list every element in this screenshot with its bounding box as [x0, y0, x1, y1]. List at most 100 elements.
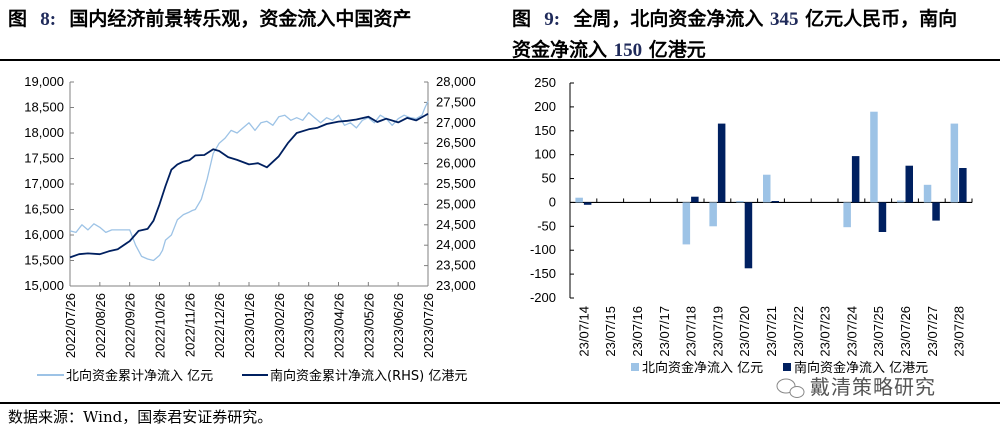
wechat-bubble-small	[789, 386, 805, 398]
x-tick-label: 23/07/23	[818, 306, 833, 357]
wechat-icon	[776, 378, 805, 398]
figure-8-title-text: 国内经济前景转乐观，资金流入中国资产	[69, 8, 412, 30]
north-bound-cumulative-line	[69, 101, 429, 262]
right-y-tick-label: 23,000	[436, 278, 476, 293]
south-bar-23-07-19	[717, 123, 726, 203]
south-bar-23-07-28	[959, 168, 967, 203]
x-tick-label: 23/07/26	[898, 306, 913, 357]
x-tick-label: 23/07/25	[871, 306, 886, 357]
x-tick-label: 2023/03/26	[302, 293, 317, 358]
left-y-tick-label: 18,500	[24, 100, 64, 115]
y-tick-label: 150	[534, 123, 556, 138]
right-y-tick-label: 26,500	[436, 135, 476, 150]
north-bar-23-07-25	[870, 111, 878, 203]
x-tick-label: 23/07/24	[844, 306, 859, 357]
data-source-note: 数据来源：Wind，国泰君安证券研究。	[8, 408, 273, 426]
north-bar-23-07-14	[575, 197, 583, 203]
x-tick-label: 23/07/17	[657, 306, 672, 357]
y-tick-label: 100	[534, 147, 556, 162]
south-bar-23-07-25	[878, 202, 887, 232]
x-tick-label: 23/07/14	[576, 306, 591, 357]
legend-south-label: 南向资金净流入 亿港元	[794, 360, 928, 376]
figure-8-title: 图 8: 国内经济前景转乐观，资金流入中国资产	[8, 4, 488, 35]
y-tick-label: -200	[530, 290, 556, 305]
south-bound-cumulative-line	[69, 113, 429, 259]
figure-9-title-text-d: 亿港元	[648, 39, 706, 61]
x-tick-label: 2022/08/26	[93, 293, 108, 358]
x-tick-label: 23/07/21	[764, 306, 779, 357]
watermark-text: 戴清策略研究	[810, 375, 936, 399]
legend-north-label: 北向资金净流入 亿元	[642, 360, 763, 376]
daily-net-flow-bar-chart: 250 200 150 100 50 0 -50 -100 -150 -200 23/07/14 23…	[530, 75, 973, 398]
figure-9-south-total: 150	[613, 40, 643, 61]
south-bar-23-07-18	[691, 196, 699, 203]
right-y-tick-label: 28,000	[436, 74, 476, 89]
figure-9-number: 9:	[544, 9, 561, 30]
x-tick-label: 23/07/20	[737, 306, 752, 357]
x-tick-label: 23/07/18	[684, 306, 699, 357]
x-tick-label: 2023/07/26	[421, 293, 436, 358]
north-bar-23-07-26	[897, 200, 905, 203]
right-y-tick-label: 25,500	[436, 176, 476, 191]
south-bar-23-07-26	[905, 165, 913, 203]
figure-9-title-text-c: 资金净流入	[512, 39, 608, 61]
left-y-tick-label: 19,000	[24, 74, 64, 89]
figure-9-title: 图 9: 全周，北向资金净流入 345 亿元人民币，南向 资金净流入 150 亿…	[512, 4, 1000, 66]
right-y-tick-label: 25,000	[436, 196, 476, 211]
x-tick-label: 2023/01/26	[242, 293, 257, 358]
left-y-tick-label: 18,000	[24, 125, 64, 140]
x-tick-label: 2023/02/26	[272, 293, 287, 358]
y-tick-label: -100	[530, 242, 556, 257]
figure-9-title-text-a: 全周，北向资金净流入	[573, 8, 764, 30]
right-y-tick-label: 27,500	[436, 94, 476, 109]
x-tick-label: 23/07/27	[925, 306, 940, 357]
legend-north-swatch	[631, 363, 639, 371]
south-bar-23-07-27	[932, 202, 940, 221]
north-bar-23-07-21	[763, 174, 771, 203]
legend-north-label: 北向资金累计净流入 亿元	[66, 368, 213, 384]
y-tick-label: -150	[530, 266, 556, 281]
right-y-tick-label: 26,000	[436, 156, 476, 171]
left-y-tick-label: 16,500	[24, 202, 64, 217]
x-tick-label: 2022/09/26	[123, 293, 138, 358]
y-tick-label: 200	[534, 99, 556, 114]
south-bar-23-07-14	[583, 202, 592, 205]
x-tick-label: 2023/05/26	[361, 293, 376, 358]
figure-9-title-text-b: 亿元人民币，南向	[805, 8, 958, 30]
left-y-tick-label: 15,500	[24, 253, 64, 268]
north-bar-23-07-18	[682, 202, 691, 245]
south-bar-23-07-24	[851, 156, 860, 203]
cumulative-flow-line-chart: 15,000 15,500 16,000 16,500 17,000 17,500 18,0…	[24, 74, 476, 384]
figure-9-prefix: 图	[512, 8, 532, 30]
left-y-tick-label: 16,000	[24, 227, 64, 242]
x-tick-label: 2022/12/26	[212, 293, 227, 358]
x-tick-label: 23/07/19	[710, 306, 725, 357]
north-bar-23-07-24	[843, 202, 851, 228]
right-y-tick-label: 23,500	[436, 258, 476, 273]
x-tick-label: 23/07/15	[603, 306, 618, 357]
y-tick-label: 250	[534, 75, 556, 90]
figure-8-prefix: 图	[8, 8, 28, 30]
title-divider	[0, 59, 1000, 61]
north-bar-23-07-27	[923, 184, 932, 203]
wechat-bubble-large	[776, 378, 796, 394]
x-tick-label: 23/07/22	[791, 306, 806, 357]
north-bar-23-07-19	[709, 202, 717, 227]
right-y-tick-label: 24,000	[436, 237, 476, 252]
left-y-tick-label: 17,000	[24, 176, 64, 191]
south-bar-23-07-21	[771, 201, 779, 203]
right-y-tick-label: 24,500	[436, 217, 476, 232]
source-divider	[0, 402, 1000, 404]
left-y-tick-label: 17,500	[24, 151, 64, 166]
north-bar-23-07-28	[950, 123, 959, 203]
x-tick-label: 23/07/28	[952, 306, 967, 357]
x-tick-label: 2023/06/26	[391, 293, 406, 358]
right-y-tick-label: 27,000	[436, 115, 476, 130]
legend-south-label: 南向资金累计净流入(RHS) 亿港元	[270, 368, 467, 384]
north-bar-23-07-20	[736, 201, 744, 203]
figure-9-north-total: 345	[769, 9, 799, 30]
left-y-tick-label: 15,000	[24, 278, 64, 293]
x-tick-label: 2023/04/26	[332, 293, 347, 358]
x-tick-label: 23/07/16	[630, 306, 645, 357]
